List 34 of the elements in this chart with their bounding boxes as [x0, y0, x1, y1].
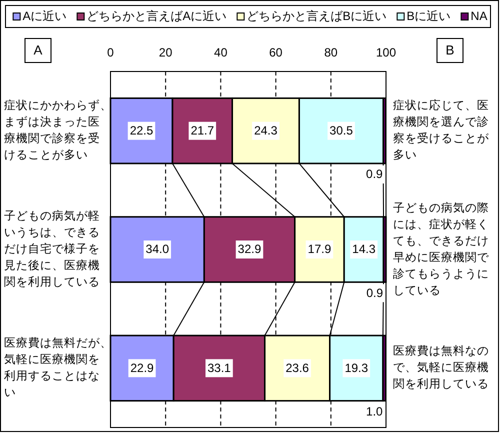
data-label: 33.1	[208, 360, 232, 375]
x-tick-label: 20	[158, 46, 173, 60]
y-tick-label: 症状にかかわらず、まずは決まった医療機関で診察を受けることが多い	[4, 98, 112, 162]
x-tick-label: 100	[376, 46, 396, 60]
data-label: 22.5	[130, 124, 154, 138]
data-label: 0.9	[366, 167, 384, 182]
legend-label: Bに近い	[406, 9, 451, 24]
y2-tick-label: 子どもの病気の際には、症状が軽くても、できるだけ早めに医療機関で診てもらうようにしている	[393, 201, 490, 297]
data-label: 19.3	[344, 360, 368, 375]
y-tick-label: 医療費は無料だが、気軽に医療機関を利用することはない	[4, 335, 112, 399]
x-tick-label: 80	[324, 46, 338, 60]
legend-label: NA	[470, 9, 488, 24]
x-tick-label: 60	[269, 46, 283, 60]
y2-axis-title: B	[446, 42, 454, 58]
legend-label: どちらかと言えばAに近い	[86, 9, 227, 24]
y-axis-title: A	[34, 42, 43, 58]
legend-label: Aに近い	[22, 9, 67, 24]
data-label: 24.3	[254, 124, 278, 138]
x-tick-label: 0	[107, 46, 114, 60]
data-label: 17.9	[308, 242, 332, 256]
data-label: 23.6	[286, 360, 310, 375]
data-label: 0.9	[366, 286, 384, 300]
legend-label: どちらかと言えばBに近い	[246, 9, 387, 24]
data-label: 14.3	[352, 242, 376, 256]
data-label: 30.5	[330, 124, 354, 138]
y2-tick-label: 医療費は無料なので、気軽に医療機関を利用している	[393, 344, 489, 391]
x-tick-label: 40	[214, 46, 228, 60]
y2-tick-label: 症状に応じて、医療機関を選んで診察を受けることが多い	[393, 98, 490, 162]
data-label: 22.9	[130, 360, 154, 375]
data-label: 21.7	[190, 124, 214, 138]
data-label: 1.0	[366, 404, 384, 418]
data-label: 32.9	[238, 242, 262, 256]
data-label: 34.0	[146, 242, 170, 256]
y-tick-label: 子どもの病気が軽いうちは、できるだけ自宅で様子を見た後に、医療機関を利用している	[4, 210, 100, 289]
